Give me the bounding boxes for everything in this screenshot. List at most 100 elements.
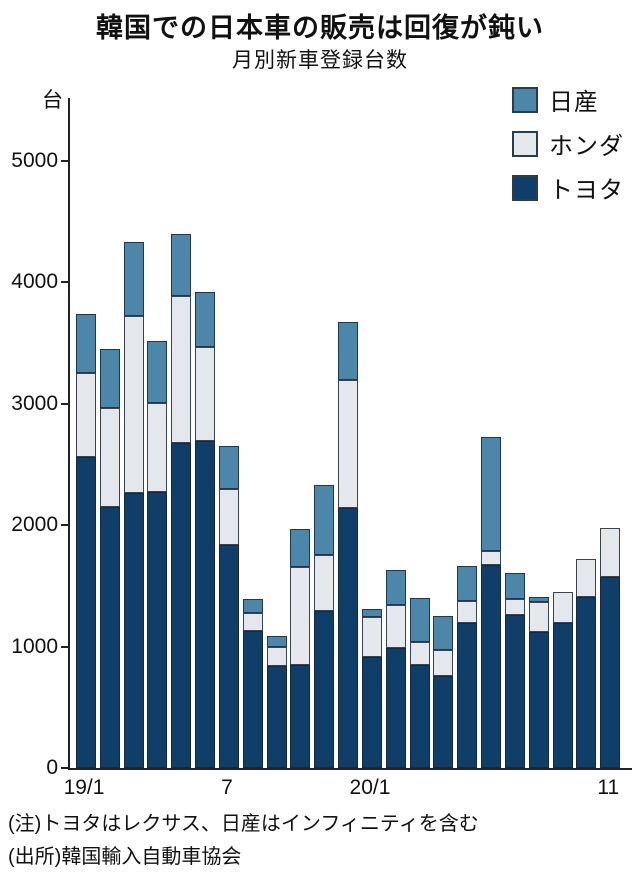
bar-segment-日産-19/9	[266, 635, 287, 647]
bar-segment-ホンダ-20/1	[361, 617, 382, 657]
bar-segment-トヨタ-19/6	[195, 441, 216, 768]
bar-segment-ホンダ-19/10	[290, 567, 311, 665]
y-axis-unit-label: 台	[42, 89, 63, 112]
bar-segment-トヨタ-19/1	[76, 457, 96, 768]
bar-segment-トヨタ-20/11	[600, 577, 621, 768]
bar-segment-日産-19/7	[218, 445, 239, 489]
honda-swatch-icon	[512, 130, 538, 157]
bar-segment-日産-19/8	[242, 599, 263, 613]
legend-label: ホンダ	[549, 133, 624, 160]
note-line: (注)トヨタはレクサス、日産はインフィニティを含む	[8, 813, 479, 835]
bar-segment-日産-20/5	[457, 566, 478, 602]
bar-segment-日産-20/3	[409, 598, 430, 643]
bar-segment-日産-20/1	[361, 608, 382, 618]
bar-segment-ホンダ-19/9	[266, 646, 287, 667]
y-tick-label: 2000	[11, 513, 58, 537]
bar-segment-日産-19/1	[76, 313, 96, 374]
bar-segment-トヨタ-20/2	[385, 648, 406, 768]
chart-title: 韓国での日本車の販売は回復が鈍い	[96, 13, 544, 43]
bar-segment-トヨタ-19/8	[242, 630, 263, 768]
bar-segment-日産-20/2	[385, 570, 406, 606]
bar-segment-ホンダ-20/6	[481, 551, 502, 566]
y-axis-tick	[61, 281, 68, 284]
bar-segment-トヨタ-19/4	[147, 492, 168, 768]
bar-segment-ホンダ-19/6	[195, 347, 216, 442]
bar-segment-トヨタ-19/11	[314, 611, 335, 768]
bar-segment-ホンダ-19/2	[99, 408, 120, 507]
bar-segment-ホンダ-20/9	[552, 591, 573, 623]
bar-segment-ホンダ-20/8	[528, 602, 549, 633]
x-tick-label: 7	[221, 776, 233, 799]
legend-label: トヨタ	[549, 177, 624, 204]
bar-segment-ホンダ-20/7	[504, 599, 525, 616]
legend-item-toyota: トヨタ	[512, 170, 624, 205]
bar-segment-トヨタ-20/3	[409, 664, 430, 768]
y-axis-tick	[61, 402, 68, 405]
bar-segment-日産-20/7	[504, 573, 525, 600]
bar-segment-トヨタ-20/10	[576, 597, 597, 768]
bar-segment-トヨタ-19/2	[99, 507, 120, 768]
y-axis-tick	[61, 645, 68, 648]
y-tick-label: 4000	[11, 270, 58, 294]
bar-segment-トヨタ-19/5	[171, 442, 192, 768]
bar-segment-トヨタ-19/7	[218, 545, 239, 768]
bar-segment-トヨタ-20/9	[552, 622, 573, 768]
bar-segment-ホンダ-19/7	[218, 488, 239, 546]
bar-segment-ホンダ-20/11	[600, 527, 621, 578]
y-axis-tick	[61, 160, 68, 162]
bar-segment-ホンダ-19/8	[242, 612, 263, 631]
bar-segment-日産-19/5	[171, 233, 192, 296]
bar-segment-日産-20/6	[481, 437, 502, 552]
bar-segment-ホンダ-20/10	[576, 558, 597, 598]
bar-segment-トヨタ-20/1	[361, 656, 382, 768]
bar-segment-ホンダ-20/5	[457, 601, 478, 623]
toyota-swatch-icon	[512, 174, 538, 201]
bar-segment-ホンダ-20/2	[385, 605, 406, 649]
bar-segment-トヨタ-20/4	[433, 675, 454, 768]
bar-segment-トヨタ-20/5	[457, 622, 478, 768]
nissan-swatch-icon	[512, 86, 538, 113]
bar-segment-ホンダ-19/11	[314, 554, 335, 612]
bar-segment-トヨタ-19/3	[123, 493, 144, 768]
bar-segment-トヨタ-19/9	[266, 666, 287, 768]
x-tick-label: 20/1	[349, 776, 391, 799]
plot-area	[68, 98, 632, 770]
y-tick-label: 0	[46, 756, 58, 779]
bar-segment-ホンダ-19/5	[171, 295, 192, 443]
bar-segment-トヨタ-19/10	[290, 664, 311, 768]
bar-segment-ホンダ-19/12	[338, 379, 359, 509]
y-tick-label: 3000	[11, 391, 58, 415]
bar-segment-日産-19/3	[123, 241, 144, 316]
legend-label: 日産	[549, 89, 599, 116]
y-axis-tick	[61, 767, 68, 769]
bar-segment-日産-19/4	[147, 340, 168, 403]
bar-segment-トヨタ-19/12	[338, 508, 359, 768]
bar-segment-ホンダ-19/4	[147, 402, 168, 493]
y-axis-tick	[61, 524, 68, 527]
bar-segment-日産-19/10	[290, 529, 311, 568]
bar-segment-ホンダ-20/4	[433, 650, 454, 676]
bar-segment-日産-20/8	[528, 596, 549, 603]
x-tick-label: 19/1	[63, 776, 105, 799]
y-tick-label: 5000	[11, 149, 58, 172]
stacked-bar-chart: 台 0 1000 2000 3000 4000 5000 19/1 7 20/1 11	[11, 89, 632, 799]
bar-segment-ホンダ-20/3	[409, 642, 430, 665]
y-tick-label: 1000	[11, 634, 58, 658]
bar-segment-トヨタ-20/7	[504, 615, 525, 768]
x-tick-label: 11	[597, 776, 620, 799]
bar-segment-トヨタ-20/8	[528, 632, 549, 768]
bar-segment-日産-20/4	[433, 616, 454, 651]
bar-segment-日産-19/12	[338, 322, 359, 380]
legend-item-nissan: 日産	[512, 82, 624, 117]
chart-subtitle: 月別新車登録台数	[232, 49, 408, 72]
legend-item-honda: ホンダ	[512, 126, 624, 161]
bar-segment-ホンダ-19/1	[76, 373, 96, 458]
bar-segment-トヨタ-20/6	[481, 565, 502, 768]
source-line: (出所)韓国輸入自動車協会	[8, 846, 242, 868]
bar-segment-日産-19/6	[195, 292, 216, 348]
legend: 日産 ホンダ トヨタ	[512, 82, 624, 205]
bar-segment-ホンダ-19/3	[123, 315, 144, 494]
bar-segment-日産-19/11	[314, 484, 335, 555]
footnotes: (注)トヨタはレクサス、日産はインフィニティを含む (出所)韓国輸入自動車協会	[8, 808, 479, 874]
